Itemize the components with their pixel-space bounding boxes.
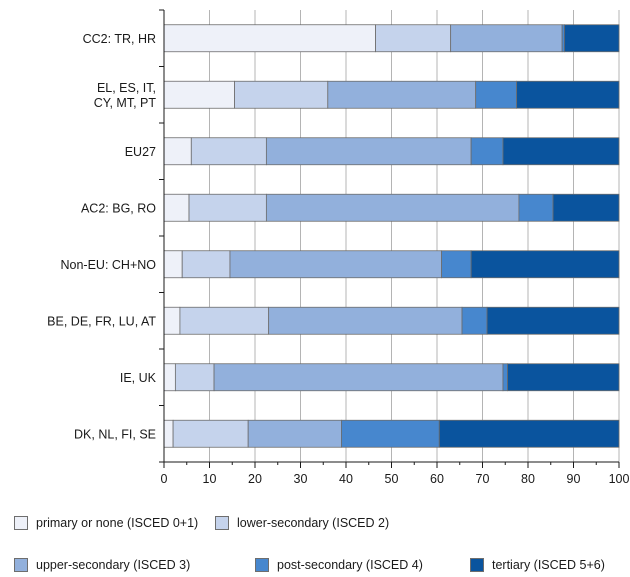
legend-swatch-lower-secondary [215,516,229,530]
legend-item-upper-secondary: upper-secondary (ISCED 3) [14,558,190,572]
bar-segment-tertiary [564,24,620,53]
bar-segment-primary [163,193,190,222]
bar-segment-post-secondary [470,137,504,166]
legend-item-tertiary: tertiary (ISCED 5+6) [470,558,605,572]
bar-segment-upper-secondary [450,24,563,53]
x-tick-label: 60 [430,472,444,486]
bar-segment-lower-secondary [172,419,249,448]
legend-label-post-secondary: post-secondary (ISCED 4) [277,558,423,572]
bar-segment-tertiary [486,306,620,335]
bar-segment-post-secondary [518,193,554,222]
legend-label-upper-secondary: upper-secondary (ISCED 3) [36,558,191,572]
category-label: Non-EU: CH+NO [60,258,156,272]
x-tick-label: 0 [161,472,168,486]
x-tick-label: 10 [203,472,217,486]
bar-segment-primary [163,80,235,109]
bar-segment-upper-secondary [268,306,463,335]
x-tick-label: 80 [521,472,535,486]
x-tick-label: 20 [248,472,262,486]
bar-segment-tertiary [502,137,620,166]
bar-segment-primary [163,137,192,166]
bar-segment-post-secondary [341,419,440,448]
bar-segment-post-secondary [441,250,472,279]
x-tick-label: 90 [567,472,581,486]
category-label: EU27 [125,145,156,159]
legend-swatch-upper-secondary [14,558,28,572]
legend-label-primary: primary or none (ISCED 0+1) [36,516,199,530]
legend-swatch-post-secondary [255,558,269,572]
legend-swatch-tertiary [470,558,484,572]
bar-segment-lower-secondary [179,306,270,335]
bar-segment-upper-secondary [213,363,504,392]
category-label: IE, UK [120,371,157,385]
bar-segment-primary [163,250,183,279]
bar-segment-primary [163,363,176,392]
bar-segment-lower-secondary [181,250,231,279]
bar-segment-tertiary [552,193,620,222]
category-label: AC2: BG, RO [81,201,156,215]
x-tick-label: 40 [339,472,353,486]
x-tick-label: 30 [294,472,308,486]
legend-swatch-primary [14,516,28,530]
grid-lines [209,10,620,462]
bar-segment-primary [163,24,376,53]
bar-segment-primary [163,306,181,335]
legend-label-lower-secondary: lower-secondary (ISCED 2) [237,516,390,530]
legend-item-primary: primary or none (ISCED 0+1) [14,516,198,530]
category-label: BE, DE, FR, LU, AT [47,314,156,328]
x-tick-label: 50 [385,472,399,486]
x-tick-label: 100 [609,472,630,486]
bar-segment-upper-secondary [265,137,472,166]
legend-item-lower-secondary: lower-secondary (ISCED 2) [215,516,389,530]
bar-segment-upper-secondary [327,80,477,109]
category-label: DK, NL, FI, SE [74,427,156,441]
bar-segment-tertiary [470,250,620,279]
category-label: CC2: TR, HR [83,32,156,46]
bar-segment-post-secondary [502,363,508,392]
category-label: EL, ES, IT, CY, MT, PT [94,81,157,110]
bar-segment-post-secondary [461,306,488,335]
legend-label-tertiary: tertiary (ISCED 5+6) [492,558,605,572]
bar-segment-upper-secondary [247,419,342,448]
bars-group [163,24,620,448]
bar-segment-lower-secondary [375,24,452,53]
bar-segment-lower-secondary [190,137,267,166]
legend-item-post-secondary: post-secondary (ISCED 4) [255,558,423,572]
bar-segment-lower-secondary [174,363,215,392]
bar-segment-primary [163,419,174,448]
bar-segment-upper-secondary [229,250,442,279]
bar-segment-post-secondary [475,80,518,109]
bar-segment-tertiary [516,80,620,109]
bar-segment-lower-secondary [234,80,329,109]
x-tick-label: 70 [476,472,490,486]
bar-segment-lower-secondary [188,193,267,222]
bar-segment-tertiary [438,419,620,448]
bar-segment-upper-secondary [265,193,520,222]
axes-group: CC2: TR, HR EL, ES, IT, CY, MT, PT EU27 AC2:… [47,9,630,486]
bar-segment-tertiary [507,363,620,392]
